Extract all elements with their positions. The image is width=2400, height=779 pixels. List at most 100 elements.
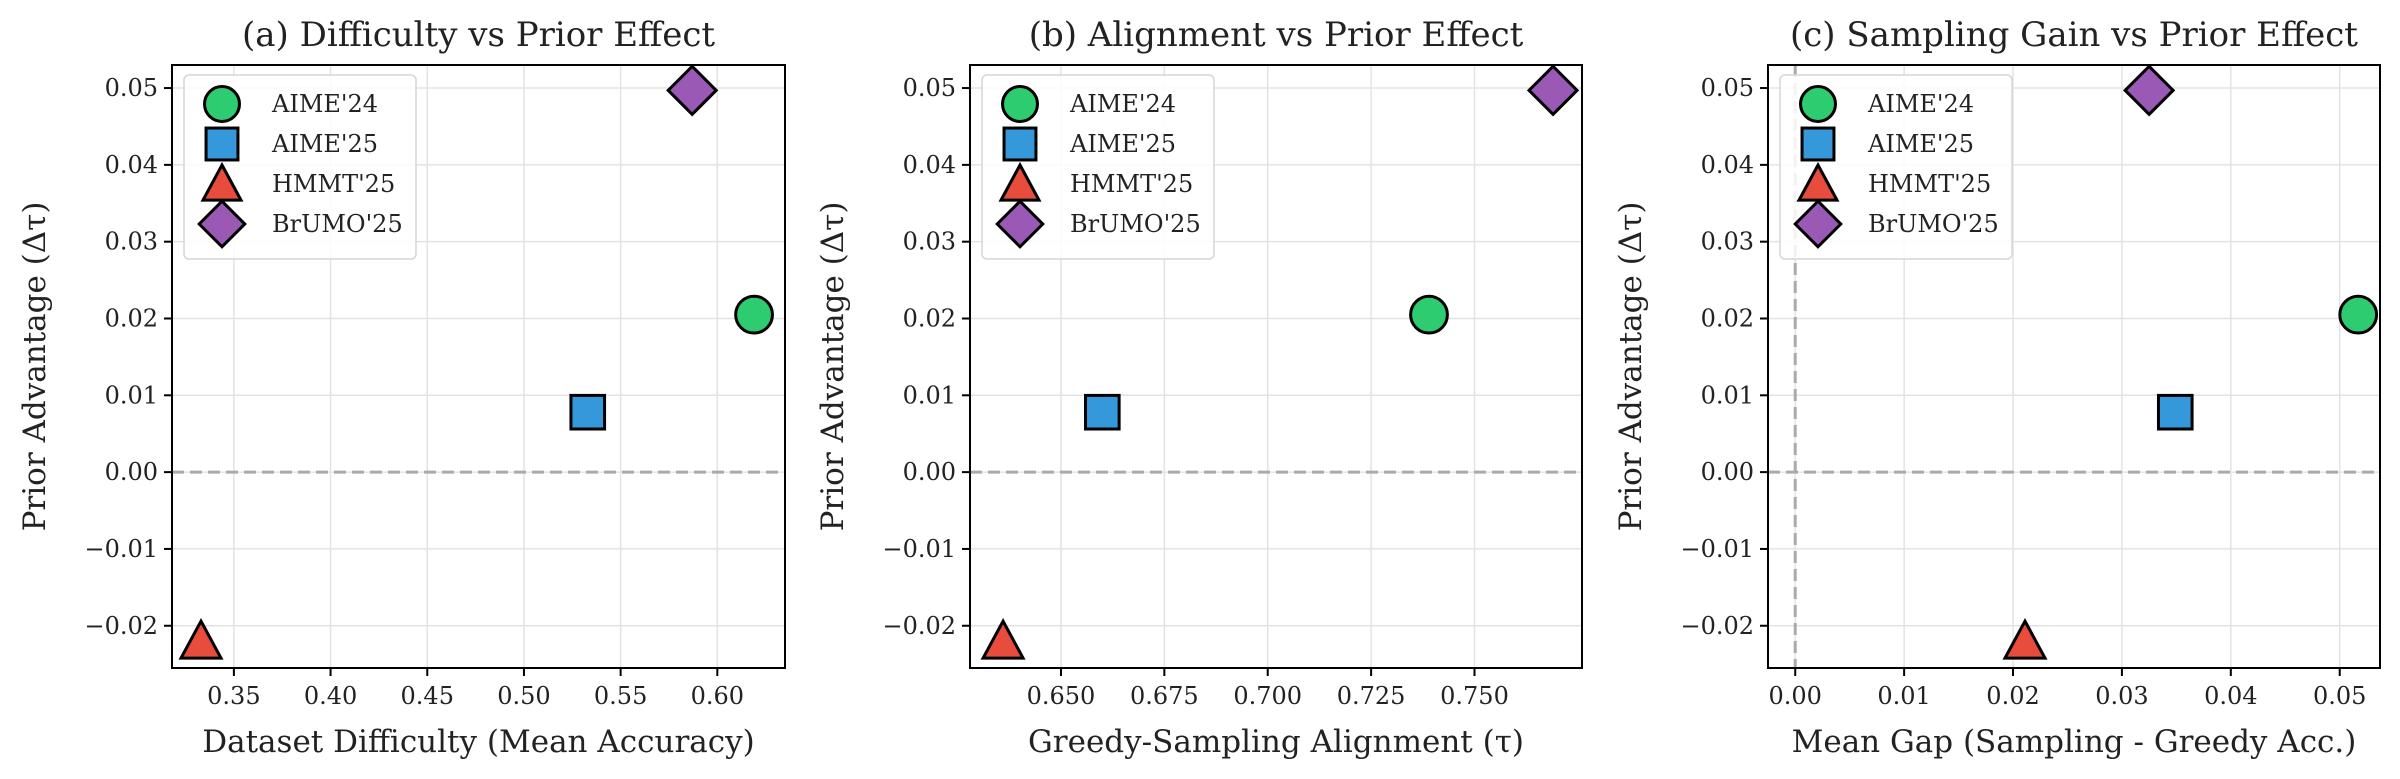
x-tick-label: 0.40 [304, 682, 357, 710]
data-points [178, 64, 774, 660]
legend-marker-aime-25 [1002, 126, 1038, 162]
x-tick-label: 0.675 [1130, 682, 1199, 710]
legend: AIME'24 AIME'25 HMMT'25 BrUMO'25 [183, 74, 417, 260]
x-tick-label: 0.01 [1877, 682, 1930, 710]
legend-label: AIME'24 [271, 90, 378, 118]
legend-label: HMMT'25 [1070, 170, 1193, 198]
data-point-aime-24 [1409, 294, 1449, 335]
y-tick-label: −0.02 [1680, 612, 1754, 640]
y-tick-label: 0.04 [903, 151, 956, 179]
legend-label: AIME'25 [1069, 130, 1176, 158]
legend: AIME'24 AIME'25 HMMT'25 BrUMO'25 [981, 74, 1215, 260]
y-tick-label: 0.02 [903, 304, 956, 332]
chart-title: (a) Difficulty vs Prior Effect [242, 15, 715, 55]
data-point-hmmt-25 [980, 617, 1026, 660]
x-tick-label: 0.00 [1769, 682, 1822, 710]
y-tick-label: 0.01 [1701, 381, 1754, 409]
x-axis-label: Dataset Difficulty (Mean Accuracy) [202, 724, 754, 760]
panel-c: 0.00 0.01 0.02 0.03 0.04 0.05 −0.02 −0.01 0.00 0.… [1613, 15, 2381, 760]
legend-label: AIME'25 [1867, 130, 1974, 158]
x-tick-label: 0.55 [594, 682, 647, 710]
tick-labels: 0.35 0.40 0.45 0.50 0.55 0.60 −0.02 −0.01 0.00 0.… [84, 74, 744, 710]
x-tick-label: 0.03 [2095, 682, 2148, 710]
legend-marker-aime-25 [1800, 126, 1836, 162]
y-tick-label: 0.02 [105, 304, 158, 332]
data-point-aime-25 [2156, 393, 2194, 431]
data-point-hmmt-25 [2002, 617, 2048, 660]
y-tick-label: 0.03 [1701, 228, 1754, 256]
x-tick-label: 0.35 [207, 682, 260, 710]
data-point-hmmt-25 [178, 617, 224, 660]
data-points [980, 64, 1580, 660]
data-points [2002, 64, 2379, 660]
legend: AIME'24 AIME'25 HMMT'25 BrUMO'25 [1779, 74, 2013, 260]
x-tick-label: 0.60 [691, 682, 744, 710]
panel-b: 0.650 0.675 0.700 0.725 0.750 −0.02 −0.01 0.00 0… [815, 15, 1583, 760]
legend-marker-aime-24 [203, 85, 241, 123]
y-axis-label: Prior Advantage (Δτ) [1613, 202, 1649, 532]
legend-marker-brumo-25 [1793, 199, 1843, 249]
legend-marker-aime-24 [1001, 85, 1039, 123]
legend-label: AIME'25 [271, 130, 378, 158]
y-tick-label: 0.00 [1701, 458, 1754, 486]
legend-marker-aime-25 [204, 126, 240, 162]
y-tick-label: 0.02 [1701, 304, 1754, 332]
y-tick-label: 0.04 [1701, 151, 1754, 179]
y-axis-label: Prior Advantage (Δτ) [17, 202, 53, 532]
legend-label: AIME'24 [1069, 90, 1176, 118]
axes-frame [171, 64, 786, 669]
legend-label: BrUMO'25 [1070, 210, 1201, 238]
y-tick-label: 0.05 [903, 74, 956, 102]
x-tick-label: 0.45 [401, 682, 454, 710]
legend-label: BrUMO'25 [1868, 210, 1999, 238]
y-tick-label: −0.01 [84, 535, 158, 563]
chart-title: (b) Alignment vs Prior Effect [1029, 15, 1524, 55]
y-tick-label: 0.00 [105, 458, 158, 486]
x-tick-label: 0.50 [497, 682, 550, 710]
legend-box [1779, 74, 2013, 260]
y-tick-label: 0.05 [1701, 74, 1754, 102]
x-tick-label: 0.04 [2204, 682, 2257, 710]
y-tick-label: 0.03 [903, 228, 956, 256]
y-tick-label: 0.04 [105, 151, 158, 179]
tick-labels: 0.00 0.01 0.02 0.03 0.04 0.05 −0.02 −0.01 0.00 0.… [1680, 74, 2366, 710]
x-tick-label: 0.650 [1027, 682, 1096, 710]
legend-marker-aime-24 [1799, 85, 1837, 123]
y-tick-label: 0.01 [105, 381, 158, 409]
legend-label: AIME'24 [1867, 90, 1974, 118]
x-axis-label: Mean Gap (Sampling - Greedy Acc.) [1792, 724, 2357, 760]
legend-label: HMMT'25 [1868, 170, 1991, 198]
legend-marker-brumo-25 [197, 199, 247, 249]
legend-box [183, 74, 417, 260]
y-tick-label: −0.01 [1680, 535, 1754, 563]
x-tick-label: 0.700 [1233, 682, 1302, 710]
x-tick-label: 0.02 [1986, 682, 2039, 710]
data-point-aime-24 [2338, 294, 2379, 335]
data-point-aime-25 [569, 393, 607, 431]
x-tick-label: 0.725 [1337, 682, 1406, 710]
data-point-aime-25 [1084, 393, 1121, 431]
legend-box [981, 74, 1215, 260]
data-point-brumo-25 [1526, 64, 1580, 117]
data-point-brumo-25 [2123, 64, 2176, 117]
data-point-brumo-25 [666, 64, 719, 117]
legend-marker-brumo-25 [995, 199, 1045, 249]
y-tick-label: 0.01 [903, 381, 956, 409]
y-tick-label: −0.02 [882, 612, 956, 640]
axes-frame [1767, 64, 2381, 669]
x-axis-label: Greedy-Sampling Alignment (τ) [1028, 724, 1524, 760]
y-tick-label: 0.03 [105, 228, 158, 256]
legend-label: HMMT'25 [272, 170, 395, 198]
data-point-aime-24 [734, 294, 774, 335]
axes-frame [969, 64, 1583, 669]
y-axis-label: Prior Advantage (Δτ) [815, 202, 851, 532]
y-tick-label: 0.00 [903, 458, 956, 486]
y-tick-label: −0.01 [882, 535, 956, 563]
y-tick-label: −0.02 [84, 612, 158, 640]
x-tick-label: 0.750 [1440, 682, 1509, 710]
legend-label: BrUMO'25 [272, 210, 403, 238]
panel-a: 0.35 0.40 0.45 0.50 0.55 0.60 −0.02 −0.01 0.00 0.… [17, 15, 786, 760]
tick-labels: 0.650 0.675 0.700 0.725 0.750 −0.02 −0.01 0.00 0… [882, 74, 1508, 710]
y-tick-label: 0.05 [105, 74, 158, 102]
